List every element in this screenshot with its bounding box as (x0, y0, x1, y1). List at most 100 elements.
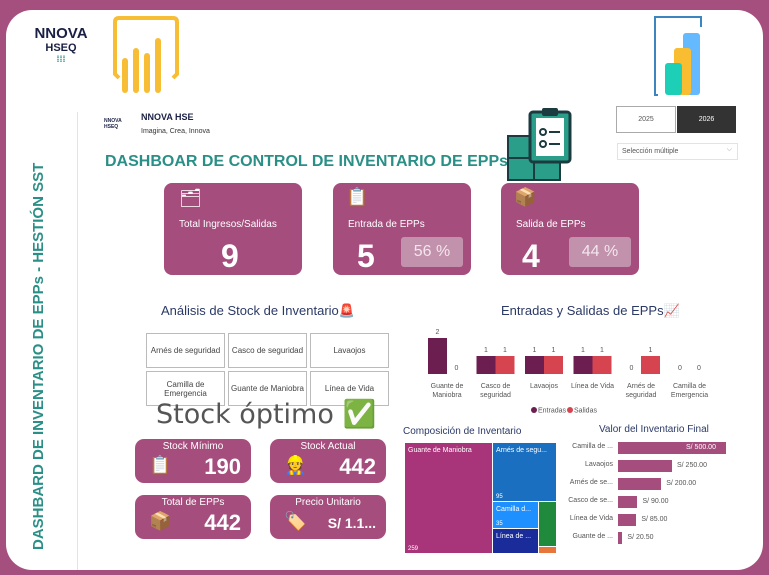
x-tick-label: Lavaojos (530, 383, 559, 390)
data-label: 1 (581, 347, 585, 354)
mini-logo: NNOVA HSEQ (104, 118, 122, 130)
data-label: S/ 20.50 (627, 534, 654, 541)
metric-precio-unitario: Precio Unitario 🏷️ S/ 1.1... (270, 495, 386, 539)
inventory-clipboard-icon (507, 108, 572, 181)
stock-status: Stock óptimo ✅ (156, 399, 377, 430)
treemap-tile[interactable]: Línea de ... (493, 529, 538, 553)
entradas-salidas-chart: 2 0 Guante de Maniobra 1 1 Casco de seguridad 1 1… (428, 329, 708, 415)
y-tick-label: Lavaojos (584, 461, 613, 468)
data-label: 0 (455, 365, 459, 372)
value-bar[interactable] (618, 532, 623, 544)
powerbi-app-icon (654, 16, 702, 96)
legend-marker (567, 407, 573, 413)
brand-tagline: Imagina, Crea, Innova (141, 128, 210, 135)
divider (77, 112, 78, 570)
bar-salidas[interactable] (592, 356, 612, 374)
x-tick-label: Camilla de (673, 383, 706, 390)
data-label: S/ 90.00 (642, 498, 669, 505)
bar-entradas[interactable] (525, 356, 544, 374)
x-tick-label: Emergencia (671, 392, 708, 399)
y-tick-label: Arnés de se... (569, 479, 613, 486)
boxes-icon: 📦 (149, 511, 172, 531)
data-label: 0 (697, 365, 701, 372)
valor-title: Valor del Inventario Final (599, 424, 709, 435)
inventory-icon: 📋 (149, 455, 172, 475)
tile-value: 95 (496, 494, 503, 500)
metric-stock-actual: Stock Actual 👷 442 (270, 439, 386, 483)
clipboard-icon: 🗂 (179, 188, 202, 208)
page-title: DASHBOAR DE CONTROL DE INVENTARIO DE EPP… (105, 153, 509, 170)
data-label: S/ 500.00 (686, 444, 716, 451)
entradas-salidas-title: Entradas y Salidas de EPPs📈 (501, 303, 680, 318)
data-label: 1 (649, 347, 653, 354)
bar-salidas[interactable] (641, 356, 660, 374)
tile-value: 259 (408, 546, 419, 552)
year-2025-button[interactable]: 2025 (616, 106, 676, 133)
legend-label: Entradas (538, 408, 567, 415)
dispatch-icon: 📦 (514, 187, 537, 207)
year-2026-button[interactable]: 2026 (677, 106, 736, 133)
treemap-tile[interactable] (539, 547, 556, 553)
data-label: 0 (678, 365, 682, 372)
x-tick-label: Arnés de (627, 383, 655, 390)
bar-salidas[interactable] (544, 356, 563, 374)
multi-select-dropdown[interactable]: Selección múltiple ⌵ (617, 143, 738, 160)
stock-item[interactable]: Camilla de Emergencia (146, 371, 225, 406)
x-tick-label: Maniobra (432, 392, 461, 399)
tile-label: Línea de ... (496, 533, 532, 540)
brand-name: NNOVA HSE (141, 112, 194, 122)
x-tick-label: Línea de Vida (571, 383, 614, 390)
stock-item[interactable]: Casco de seguridad (228, 333, 307, 368)
treemap-tile[interactable]: Guante de Maniobra 259 (405, 443, 492, 553)
data-label: 1 (484, 347, 488, 354)
y-tick-label: Camilla de ... (572, 443, 613, 450)
bar-entradas[interactable] (428, 338, 447, 374)
data-label: 0 (630, 365, 634, 372)
data-label: 1 (600, 347, 604, 354)
y-tick-label: Línea de Vida (569, 515, 613, 522)
bar-salidas[interactable] (495, 356, 515, 374)
value-bar[interactable] (618, 514, 637, 526)
data-label: S/ 200.00 (666, 480, 697, 487)
data-label: 1 (552, 347, 556, 354)
x-tick-label: Casco de (481, 383, 511, 390)
x-tick-label: seguridad (626, 392, 657, 399)
treemap-tile[interactable]: Camilla d... 35 (493, 502, 538, 528)
value-bar[interactable] (618, 460, 672, 472)
y-tick-label: Casco de se... (568, 497, 613, 504)
kpi-entradas: 📋 Entrada de EPPs 5 56 % (333, 183, 471, 275)
stock-item[interactable]: Línea de Vida (310, 371, 389, 406)
bar-entradas[interactable] (476, 356, 496, 374)
tile-label: Camilla d... (496, 506, 532, 513)
nnova-logo: NNOVA HSEQ ⁞⁞⁞ (34, 25, 88, 64)
x-tick-label: seguridad (480, 392, 511, 399)
composicion-title: Composición de Inventario (403, 426, 522, 437)
stock-item-grid: Arnés de seguridad Casco de seguridad La… (146, 333, 389, 406)
value-bar[interactable] (618, 442, 726, 454)
legend-marker (531, 407, 537, 413)
stock-title: Análisis de Stock de Inventario🚨 (161, 303, 355, 318)
y-tick-label: Guante de ... (572, 533, 613, 540)
checklist-boxes-icon: 📋 (346, 187, 369, 207)
metric-stock-minimo: Stock Mínimo 📋 190 (135, 439, 251, 483)
dashboard-frame: NNOVA HSEQ ⁞⁞⁞ DASHBARD DE INVENTARIO DE… (6, 10, 763, 570)
value-bar[interactable] (618, 496, 638, 508)
tile-label: Guante de Maniobra (408, 447, 472, 454)
stock-item[interactable]: Guante de Maniobra (228, 371, 307, 406)
kpi-salidas: 📦 Salida de EPPs 4 44 % (501, 183, 639, 275)
value-bar[interactable] (618, 478, 662, 490)
tile-label: Arnés de segu... (496, 447, 547, 454)
workers-icon: 👷 (284, 455, 307, 475)
data-label: 2 (436, 329, 440, 336)
tile-value: 35 (496, 521, 503, 527)
bar-entradas[interactable] (573, 356, 593, 374)
data-label: S/ 85.00 (641, 516, 668, 523)
metric-total-epps: Total de EPPs 📦 442 (135, 495, 251, 539)
data-label: S/ 250.00 (677, 462, 707, 469)
legend-label: Salidas (574, 408, 597, 415)
treemap-tile[interactable] (539, 502, 556, 546)
treemap-tile[interactable]: Arnés de segu... 95 (493, 443, 556, 501)
stock-item[interactable]: Lavaojos (310, 333, 389, 368)
data-label: 1 (533, 347, 537, 354)
stock-item[interactable]: Arnés de seguridad (146, 333, 225, 368)
